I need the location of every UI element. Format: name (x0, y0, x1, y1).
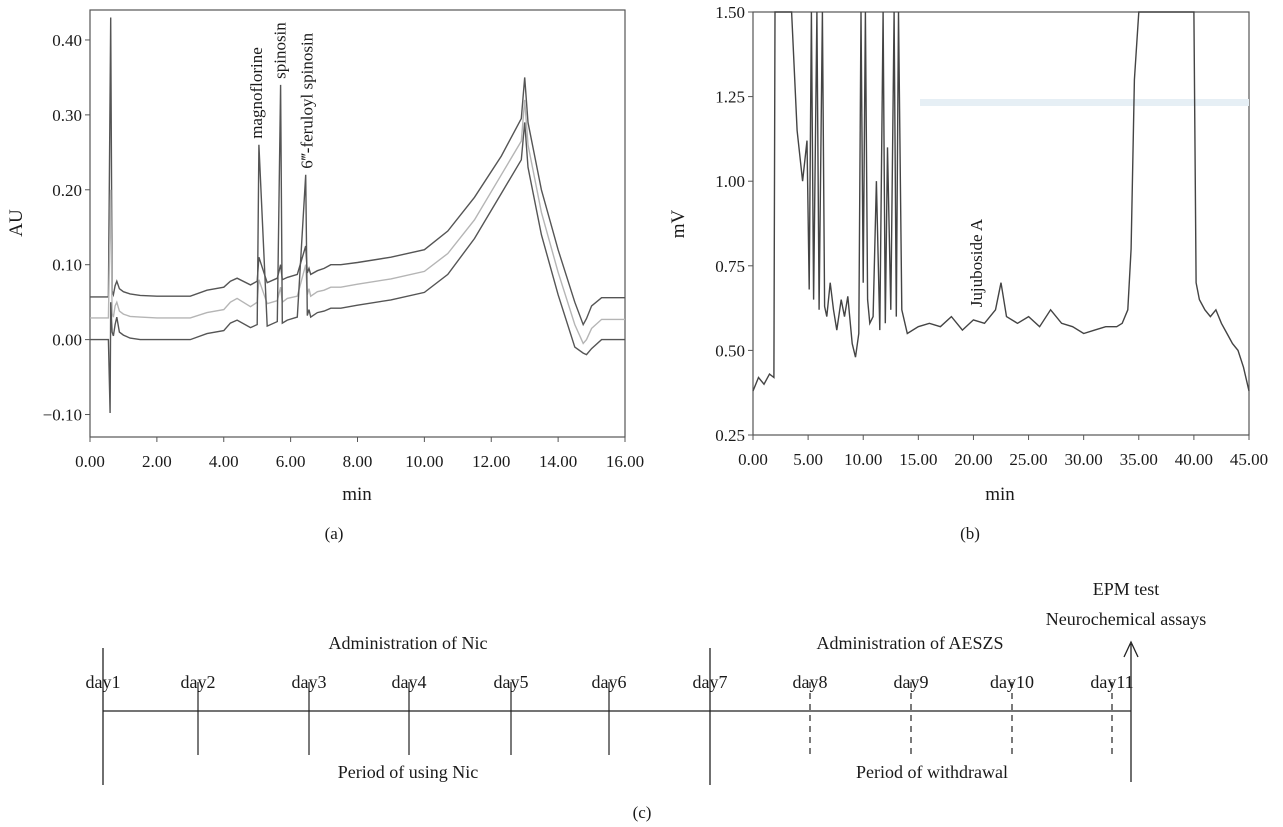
panel-b-trace-1 (752, 11, 1250, 392)
panel-c-label: (c) (633, 803, 652, 822)
panel-a-trace-2 (90, 99, 625, 345)
panel-a-y-axis-label: AU (6, 209, 27, 237)
timeline-day-label-day6: day6 (592, 672, 627, 692)
panel-b-x-tick-label: 5.00 (793, 450, 823, 469)
panel-b-x-axis-label: min (985, 484, 1015, 505)
panel-a-y-tick-label: −0.10 (43, 406, 82, 425)
panel-b-x-tick-label: 40.00 (1175, 450, 1213, 469)
panel-b-chart: 0.00 5.00 10.00 15.00 20.00 25.00 30.00 35.00 40… (668, 3, 1268, 543)
timeline-day-label-day5: day5 (494, 672, 529, 692)
panel-c-timeline: day1 day2 day3 day4 day5 day6 day7 day8 day9 day1… (86, 579, 1207, 822)
timeline-day-label-day8: day8 (793, 672, 828, 692)
panel-a-x-tick-label: 8.00 (343, 452, 373, 471)
timeline-day-label-day10: day10 (990, 672, 1034, 692)
panel-a-x-tick-label: 4.00 (209, 452, 239, 471)
phase-label-administration-aeszs: Administration of AESZS (816, 633, 1003, 653)
panel-a-peak-annotation: 6‴-feruloyl spinosin (297, 32, 316, 168)
timeline-day-label-day9: day9 (894, 672, 929, 692)
timeline-day-label-day3: day3 (292, 672, 327, 692)
panel-a-y-tick-label: 0.30 (52, 106, 82, 125)
panel-a-x-tick-label: 16.00 (606, 452, 644, 471)
panel-b-x-tick-label: 15.00 (899, 450, 937, 469)
panel-a-chart: 0.00 2.00 4.00 6.00 8.00 10.00 12.00 14.00 16.00… (6, 9, 644, 543)
panel-a-y-tick-label: 0.20 (52, 181, 82, 200)
panel-b-x-tick-label: 45.00 (1230, 450, 1268, 469)
panel-b-y-axis-label: mV (668, 209, 689, 238)
period-label-withdrawal: Period of withdrawal (856, 762, 1008, 782)
panel-a-peak-annotation: spinosin (271, 22, 290, 79)
panel-b-plot-frame (752, 11, 1250, 436)
timeline-day-label-day4: day4 (392, 672, 427, 692)
panel-b-y-tick-label: 1.00 (715, 172, 745, 191)
panel-b-x-tick-label: 10.00 (844, 450, 882, 469)
panel-a-y-tick-label: 0.00 (52, 331, 82, 350)
panel-a-y-tick-label: 0.40 (52, 31, 82, 50)
panel-a-x-tick-label: 12.00 (472, 452, 510, 471)
timeline-day-label-day1: day1 (86, 672, 121, 692)
panel-b-y-tick-label: 0.50 (715, 341, 745, 360)
panel-a-x-tick-label: 0.00 (75, 452, 105, 471)
panel-a-trace-1 (90, 17, 625, 327)
phase-label-administration-nic: Administration of Nic (329, 633, 488, 653)
endpoint-neurochemical-assays: Neurochemical assays (1046, 609, 1206, 629)
panel-b-x-tick-label: 20.00 (954, 450, 992, 469)
panel-a-y-tick-label: 0.10 (52, 256, 82, 275)
panel-a-x-tick-label: 14.00 (539, 452, 577, 471)
timeline-day-label-day7: day7 (693, 672, 728, 692)
panel-b-peak-annotation: Jujuboside A (967, 218, 986, 307)
panel-b-y-tick-label: 0.25 (715, 426, 745, 445)
panel-a-x-axis-label: min (342, 484, 372, 505)
panel-b-x-tick-label: 35.00 (1120, 450, 1158, 469)
timeline-end-arrow-head (1123, 640, 1139, 658)
panel-b-x-tick-label: 25.00 (1009, 450, 1047, 469)
timeline-day-label-day11: day11 (1090, 672, 1133, 692)
panel-a-x-tick-label: 6.00 (276, 452, 306, 471)
panel-b-label: (b) (960, 524, 980, 543)
timeline-day-label-day2: day2 (181, 672, 216, 692)
period-label-using-nic: Period of using Nic (338, 762, 478, 782)
panel-a-x-tick-label: 10.00 (405, 452, 443, 471)
panel-a-trace-3 (90, 84, 625, 414)
panel-b-x-tick-label: 30.00 (1065, 450, 1103, 469)
panel-a-x-tick-label: 2.00 (142, 452, 172, 471)
endpoint-epm-test: EPM test (1093, 579, 1160, 599)
panel-a-peak-annotation: magnoflorine (247, 47, 266, 139)
panel-b-y-tick-label: 1.25 (715, 88, 745, 107)
panel-b-x-tick-label: 0.00 (738, 450, 768, 469)
panel-a-label: (a) (325, 524, 344, 543)
panel-b-y-tick-label: 0.75 (715, 257, 745, 276)
panel-b-faint-band (920, 99, 1249, 106)
panel-b-y-tick-label: 1.50 (715, 3, 745, 22)
